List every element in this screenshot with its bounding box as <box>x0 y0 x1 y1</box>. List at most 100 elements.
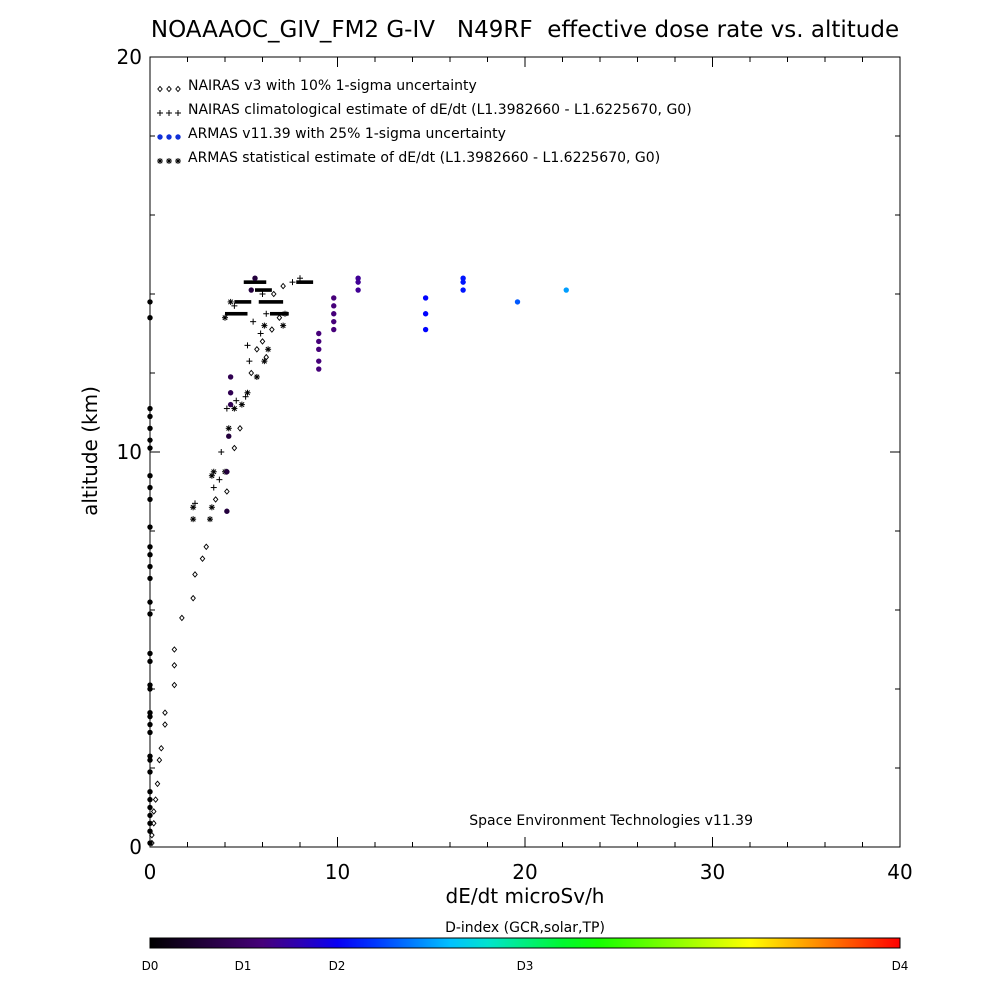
data-point <box>147 575 153 582</box>
legend-symbol <box>157 158 163 164</box>
colorbar-label-d4: D4 <box>892 959 909 973</box>
legend-symbol <box>175 110 181 116</box>
legend-label: NAIRAS v3 with 10% 1-sigma uncertainty <box>188 78 477 94</box>
data-point <box>147 729 153 736</box>
data-point <box>162 709 168 716</box>
data-point <box>280 322 287 329</box>
data-point <box>238 401 245 408</box>
data-point <box>216 476 223 483</box>
data-point <box>147 769 153 775</box>
data-point <box>514 299 521 305</box>
data-point <box>316 338 322 345</box>
data-point <box>147 753 153 759</box>
x-tick-label: 20 <box>512 860 537 884</box>
colorbar-label-d3: D3 <box>517 959 534 973</box>
data-point <box>460 275 466 281</box>
data-point <box>190 516 197 523</box>
data-point <box>316 330 322 337</box>
data-point <box>250 318 257 325</box>
armas-statistical-band <box>270 311 289 316</box>
data-point <box>227 374 234 380</box>
data-point <box>208 504 215 511</box>
colorbar-title: D-index (GCR,solar,TP) <box>445 920 605 936</box>
data-point <box>210 468 217 475</box>
data-point <box>147 484 153 491</box>
data-point <box>282 310 288 317</box>
legend-symbol <box>166 158 172 164</box>
data-point <box>331 318 337 325</box>
data-point <box>316 346 322 352</box>
data-point <box>171 646 178 653</box>
data-point <box>147 524 153 530</box>
x-tick-label: 0 <box>144 860 157 884</box>
data-point <box>257 330 264 337</box>
data-point <box>276 314 283 321</box>
data-point <box>331 326 337 333</box>
data-point <box>231 444 238 452</box>
data-point <box>147 496 153 503</box>
legend-symbol <box>166 134 172 140</box>
data-point <box>147 820 153 826</box>
legend-symbol <box>175 85 181 93</box>
data-point <box>171 681 178 689</box>
data-point <box>269 326 275 333</box>
data-point <box>422 326 429 333</box>
data-point <box>156 756 163 764</box>
data-point <box>227 390 234 396</box>
legend-item: ARMAS statistical estimate of dE/dt (L1.… <box>157 150 660 166</box>
legend-symbol <box>157 110 163 116</box>
data-point <box>355 287 361 293</box>
data-point <box>147 315 153 321</box>
data-point <box>147 425 153 431</box>
data-point <box>147 650 153 657</box>
legend-symbol <box>175 158 181 164</box>
data-point <box>162 721 168 728</box>
data-point <box>147 682 153 688</box>
data-point <box>263 310 270 317</box>
data-point <box>199 555 206 562</box>
data-point <box>355 279 361 285</box>
data-point <box>289 279 296 286</box>
data-point <box>190 594 196 602</box>
data-point <box>147 812 153 819</box>
colorbar <box>149 937 901 949</box>
legend-symbol <box>157 85 163 93</box>
data-point <box>149 831 155 839</box>
data-point <box>147 658 153 665</box>
data-point <box>222 314 228 321</box>
legend-item: NAIRAS v3 with 10% 1-sigma uncertainty <box>157 78 477 94</box>
data-point <box>210 484 217 491</box>
data-point <box>147 757 153 763</box>
data-point <box>331 295 337 301</box>
series-dot <box>147 275 569 846</box>
data-point <box>147 299 153 305</box>
data-point <box>252 275 258 281</box>
chart-title: NOAAAOC_GIV_FM2 G-IV N49RF effective dos… <box>151 17 899 43</box>
data-point <box>224 469 230 475</box>
data-point <box>179 614 185 622</box>
data-point <box>147 686 153 692</box>
data-point <box>259 338 266 345</box>
data-point <box>248 287 254 293</box>
data-point <box>147 611 153 617</box>
data-point <box>147 840 153 846</box>
data-point <box>244 389 251 396</box>
colorbar-label-d2: D2 <box>329 959 346 973</box>
data-point <box>316 358 322 364</box>
data-point <box>254 346 260 353</box>
x-tick-label: 40 <box>887 860 912 884</box>
legend-item: ARMAS v11.39 with 25% 1-sigma uncertaint… <box>157 126 506 142</box>
data-point <box>261 358 268 365</box>
colorbar-label-d1: D1 <box>235 959 252 973</box>
legend-label: ARMAS statistical estimate of dE/dt (L1.… <box>188 150 660 166</box>
data-point <box>223 405 230 412</box>
legend-symbol <box>175 134 181 140</box>
data-point <box>224 508 230 514</box>
data-point <box>147 445 153 451</box>
data-point <box>460 287 466 293</box>
data-point <box>422 311 429 317</box>
armas-statistical-band <box>255 288 272 292</box>
data-point <box>147 437 153 443</box>
data-point <box>244 342 251 349</box>
